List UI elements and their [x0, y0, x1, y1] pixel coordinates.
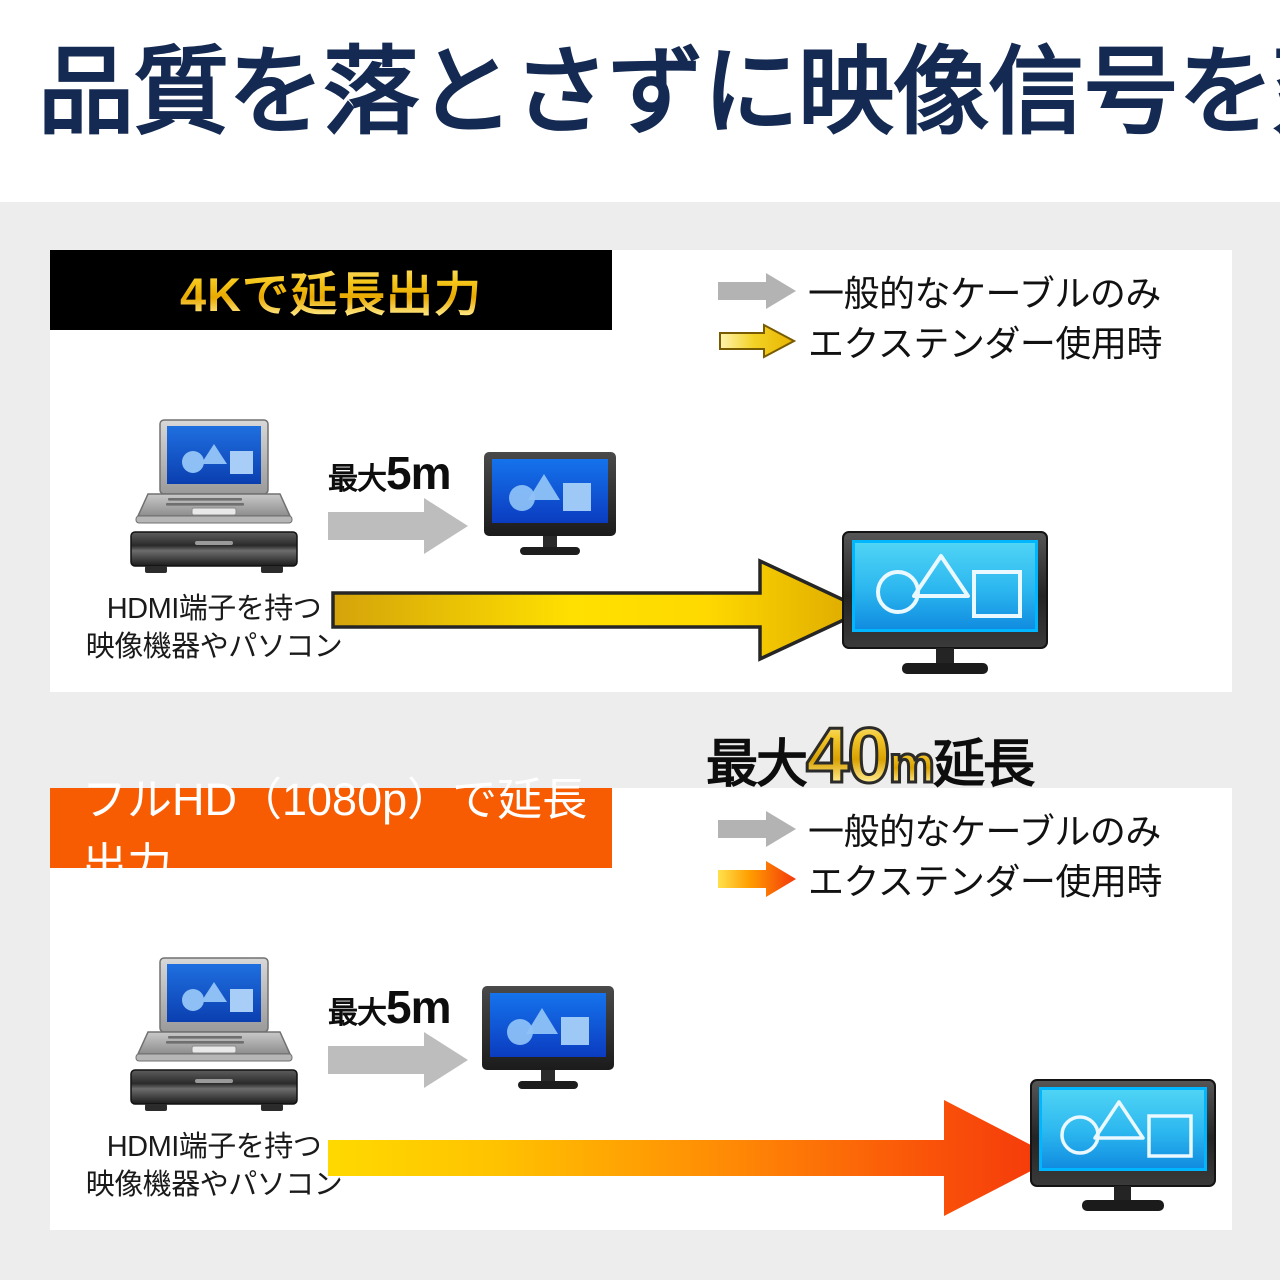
legend-item-standard-cable: 一般的なケーブルのみ [718, 804, 1218, 854]
av-device-icon [129, 530, 299, 576]
panel-4k-banner: 4Kで延長出力 [50, 250, 612, 330]
callout-value: 40 [805, 710, 893, 801]
panel-fullhd-short-run-label: 最大5m [328, 980, 451, 1034]
short-run-prefix: 最大 [328, 997, 387, 1030]
panel-fullhd-banner-label: フルHD（1080p）で延長出力 [82, 774, 588, 890]
short-run-value: 5m [386, 447, 451, 499]
panel-fullhd-short-run: 最大5m [50, 788, 1232, 1230]
orange-arrow-icon [718, 861, 796, 897]
panel-4k-callout: 最大40m延長 [706, 710, 1035, 801]
short-run-prefix: 最大 [328, 463, 387, 496]
title-band: 品質を落とさずに映像信号を延長！ [0, 0, 1280, 202]
panel-4k-short-run: 最大5m [50, 250, 1232, 692]
panel-4k-tv-blue-icon [480, 450, 620, 565]
panel-4k-short-run-label: 最大5m [328, 446, 451, 500]
laptop-icon [134, 956, 294, 1064]
panel-fullhd-source-caption: HDMI端子を持つ 映像機器やパソコン [85, 1131, 343, 1201]
gold-arrow-icon [718, 323, 796, 359]
panel-4k-legend: 一般的なケーブルのみ エクステンダー使用時 [718, 266, 1218, 366]
panel-4k-tv-4k-cyan-icon [840, 530, 1050, 685]
panel-fullhd-source-group: HDMI端子を持つ 映像機器やパソコン [64, 956, 364, 1204]
panel-fullhd: フルHD（1080p）で延長出力 一般的なケーブルのみ エ [50, 774, 1232, 1230]
gray-arrow-icon [718, 273, 796, 309]
callout-suffix: 延長 [933, 736, 1035, 794]
page-title: 品質を落とさずに映像信号を延長！ [38, 39, 1280, 146]
panel-fullhd-legend: 一般的なケーブルのみ エクステンダー使用時 [718, 804, 1218, 904]
av-device-icon [129, 1068, 299, 1114]
callout-unit: m [887, 735, 936, 796]
panel-4k: 4Kで延長出力 一般的なケーブルのみ エクステンダー使用時 [50, 250, 1232, 801]
panel-4k-gold-arrow-icon [330, 555, 870, 670]
panel-4k-gray-arrow-icon [328, 498, 468, 559]
panel-4k-source-caption: HDMI端子を持つ 映像機器やパソコン [85, 593, 343, 663]
panel-4k-source-group: HDMI端子を持つ 映像機器やパソコン [64, 418, 364, 666]
legend-item-standard-cable: 一般的なケーブルのみ [718, 266, 1218, 316]
panel-fullhd-tv-blue-icon [478, 984, 618, 1099]
legend-item-extender: エクステンダー使用時 [718, 854, 1218, 904]
panel-fullhd-gray-arrow-icon [328, 1032, 468, 1093]
short-run-value: 5m [386, 981, 451, 1033]
callout-prefix: 最大 [706, 736, 808, 794]
legend-label-standard-cable: 一般的なケーブルのみ [808, 273, 1161, 314]
legend-label-standard-cable: 一般的なケーブルのみ [808, 811, 1161, 852]
laptop-icon [134, 418, 294, 526]
panel-fullhd-orange-arrow-icon [328, 1098, 1058, 1223]
legend-label-extender: エクステンダー使用時 [808, 861, 1162, 902]
panel-fullhd-banner: フルHD（1080p）で延長出力 [50, 774, 612, 890]
gray-arrow-icon [718, 811, 796, 847]
legend-label-extender: エクステンダー使用時 [808, 323, 1162, 364]
panel-fullhd-tv-4k-cyan-icon [1028, 1078, 1218, 1223]
legend-item-extender: エクステンダー使用時 [718, 316, 1218, 366]
panel-4k-banner-label: 4Kで延長出力 [180, 256, 482, 325]
